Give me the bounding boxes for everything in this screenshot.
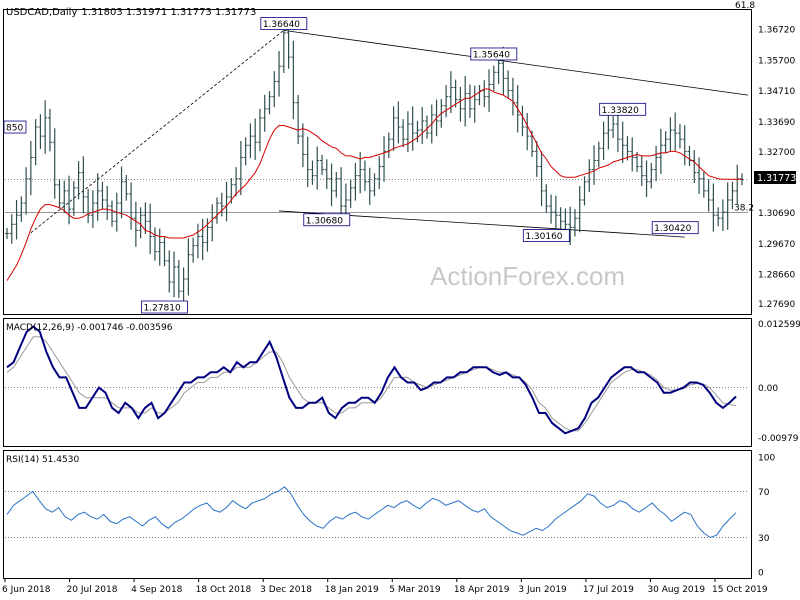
macd-y-tick: 0.012599 xyxy=(758,320,800,330)
x-tick-label: 18 Jan 2019 xyxy=(325,585,379,595)
current-price-marker: 1.31773 xyxy=(754,171,796,184)
x-tick-label: 20 Jul 2018 xyxy=(67,585,118,595)
annotation-box xyxy=(651,221,699,235)
x-tick-label: 5 Mar 2019 xyxy=(389,585,441,595)
rising-trendline xyxy=(30,30,285,234)
x-tick-label: 18 Apr 2019 xyxy=(454,585,510,595)
x-axis-labels: 6 Jun 2018 20 Jul 2018 4 Sep 2018 18 Oct 20… xyxy=(2,578,768,595)
annotation-box xyxy=(599,102,647,116)
annotation-label: 1.35640 xyxy=(473,50,510,60)
x-tick-label: 15 Oct 2019 xyxy=(712,585,768,595)
macd-y-tick: 0.00 xyxy=(758,384,778,394)
annotation-box xyxy=(522,229,570,242)
rsi-y-tick: 70 xyxy=(758,488,770,498)
macd-title: MACD(12,26,9) -0.001746 -0.003596 xyxy=(6,323,173,333)
annotation-label: 1.30680 xyxy=(306,216,343,226)
annotation-label: 850 xyxy=(6,124,23,134)
y-tick-label: 1.27690 xyxy=(758,300,795,310)
macd-main-line xyxy=(6,325,737,435)
y-tick-label: 1.28660 xyxy=(758,271,795,281)
price-bars xyxy=(5,21,744,303)
annotation-box xyxy=(141,300,188,314)
y-tick-label: 1.36720 xyxy=(758,26,795,36)
rsi-title: RSI(14) 51.4530 xyxy=(6,455,79,465)
rsi-y-tick: 0 xyxy=(758,569,764,579)
x-tick-label: 17 Jul 2019 xyxy=(583,585,634,595)
fib-382-label: 38.2 xyxy=(734,203,754,213)
upper-trendline xyxy=(283,29,749,96)
annotation-label: 1.36640 xyxy=(263,20,300,30)
macd-lines xyxy=(6,325,737,435)
annotation-box xyxy=(470,47,518,61)
y-tick-label: 1.33690 xyxy=(758,118,795,128)
ma-line xyxy=(6,88,742,281)
macd-panel-frame xyxy=(3,318,752,447)
fib-top-label: 61.8 xyxy=(735,1,755,11)
annotation-box xyxy=(303,213,351,227)
price-panel-frame xyxy=(3,9,752,315)
annotation-label: 1.30420 xyxy=(654,224,691,234)
macd-signal-line xyxy=(6,336,737,432)
y-tick-label: 1.34710 xyxy=(758,87,795,97)
rsi-y-tick: 100 xyxy=(758,454,775,464)
annotation-box xyxy=(260,17,308,30)
rsi-line xyxy=(6,486,737,539)
moving-average xyxy=(6,88,742,281)
x-tick-label: 18 Oct 2018 xyxy=(196,585,252,595)
x-tick-label: 30 Aug 2019 xyxy=(647,585,705,595)
x-tick-label: 3 Jun 2019 xyxy=(518,585,567,595)
watermark: ActionForex.com xyxy=(430,261,625,291)
annotation-label: 1.30160 xyxy=(525,232,562,242)
y-tick-label: 1.30690 xyxy=(758,209,795,219)
chart-title: USDCAD,Daily 1.31803 1.31971 1.31773 1.31… xyxy=(6,7,256,18)
x-tick-label: 4 Sep 2018 xyxy=(131,585,183,595)
rsi-panel-frame xyxy=(3,450,752,579)
x-tick-label: 3 Dec 2018 xyxy=(260,585,312,595)
x-tick-label: 6 Jun 2018 xyxy=(2,585,51,595)
macd-y-tick: -0.00979 xyxy=(758,434,799,444)
y-tick-label: 1.32700 xyxy=(758,148,795,158)
rsi-y-tick: 30 xyxy=(758,534,770,544)
rsi-line xyxy=(6,486,737,539)
annotation-label: 1.27810 xyxy=(144,304,181,314)
current-price-label: 1.31773 xyxy=(757,173,796,184)
y-tick-label: 1.35700 xyxy=(758,57,795,67)
grid-lines: 38.2 xyxy=(5,179,754,538)
annotation-box xyxy=(3,120,27,134)
y-axis-labels: 1.36720 1.35700 1.34710 1.33690 1.32700 1.306… xyxy=(758,26,800,579)
price-annotations: 1.36640 1.35640 1.33820 1.30680 1.30160 1.304… xyxy=(3,17,699,314)
annotation-label: 1.33820 xyxy=(602,106,639,116)
y-tick-label: 1.29670 xyxy=(758,240,795,250)
